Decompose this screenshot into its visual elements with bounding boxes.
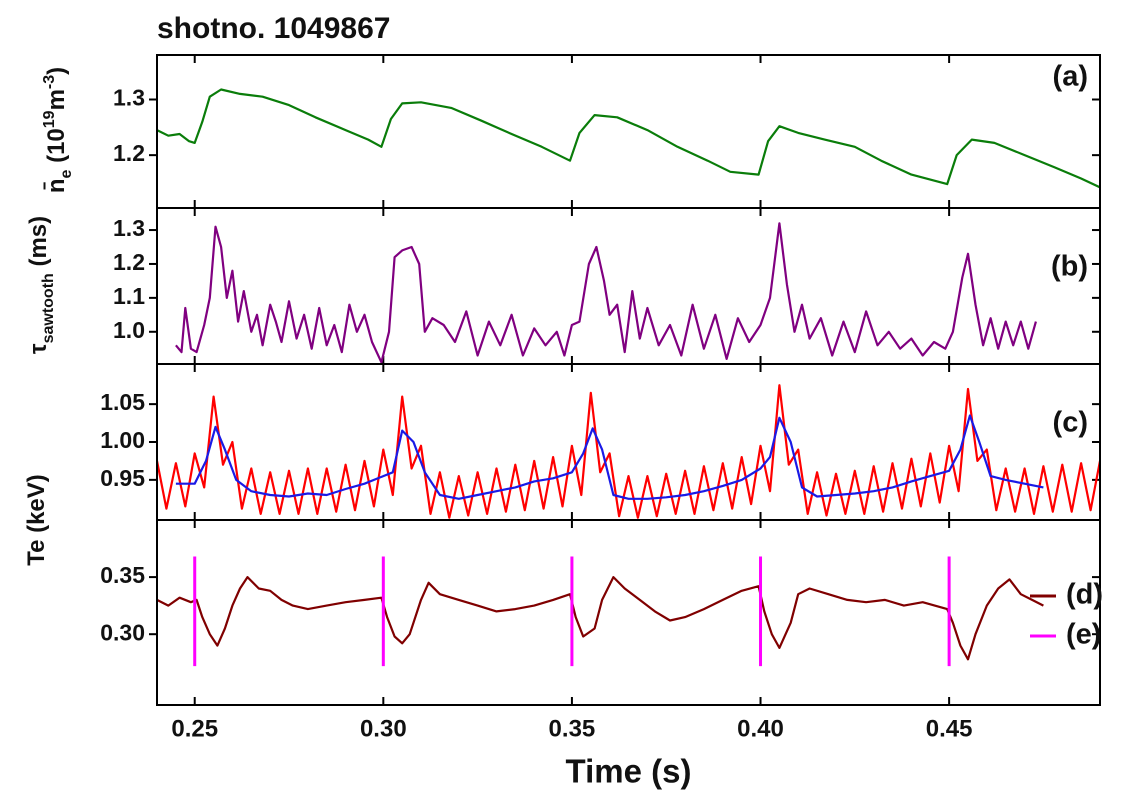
y-tick-label: 1.2 — [113, 249, 145, 275]
chart-title: shotno. 1049867 — [157, 12, 390, 45]
x-axis-title: Time (s) — [566, 753, 692, 790]
y-tick-label: 0.95 — [100, 465, 145, 491]
y-axis-title-part: ) — [43, 67, 70, 75]
y-axis-title-part: (ms) — [25, 216, 52, 273]
series-line — [157, 88, 1100, 189]
panel-frame — [156, 207, 1101, 365]
y-axis-title-part: (10 — [43, 128, 70, 169]
x-tick-label: 0.40 — [737, 715, 784, 742]
y-axis-title-part: -3 — [41, 75, 58, 89]
y-axis-title: τsawtooth (ms) — [25, 216, 56, 354]
y-axis-title-part: m — [43, 89, 70, 110]
series-line — [157, 384, 1100, 519]
y-axis-title: Te (keV) — [23, 474, 50, 566]
y-axis-title-part: τ — [25, 343, 52, 354]
panel-label: (a) — [1053, 61, 1088, 93]
series-line — [157, 576, 1044, 661]
plot-area — [175, 222, 1037, 364]
x-tick-label: 0.35 — [549, 715, 596, 742]
series-line — [175, 414, 1044, 500]
y-axis-title-part: e — [58, 169, 75, 178]
legend-label: (d) — [1066, 579, 1103, 611]
plot-area — [157, 88, 1100, 189]
y-axis-title-part: 19 — [41, 110, 58, 128]
legend-label: (e) — [1066, 619, 1101, 651]
y-axis-title-part: Te (keV) — [23, 474, 50, 566]
plot-area — [157, 556, 1044, 667]
y-tick-label: 1.05 — [100, 389, 145, 415]
y-axis-title-part: sawtooth — [40, 273, 57, 343]
x-tick-label: 0.25 — [171, 715, 218, 742]
plot-area — [157, 384, 1100, 519]
panel-frame — [156, 363, 1101, 521]
x-tick-label: 0.30 — [360, 715, 407, 742]
y-tick-label: 1.0 — [113, 317, 145, 343]
panel-frame — [156, 54, 1101, 209]
y-tick-label: 1.3 — [113, 85, 145, 111]
y-axis-title: n̄e (1019m-3) — [41, 67, 75, 193]
panel-label: (b) — [1051, 251, 1088, 283]
panel-frame — [156, 519, 1101, 706]
y-tick-label: 1.00 — [100, 427, 145, 453]
y-tick-label: 0.30 — [100, 619, 145, 645]
series-line — [175, 222, 1037, 364]
x-tick-label: 0.45 — [926, 715, 973, 742]
y-tick-label: 1.3 — [113, 215, 145, 241]
y-tick-label: 1.2 — [113, 140, 145, 166]
y-tick-label: 1.1 — [113, 283, 145, 309]
y-tick-label: 0.35 — [100, 562, 145, 588]
panel-label: (c) — [1053, 407, 1088, 439]
y-axis-title-part: n̄ — [43, 178, 70, 193]
